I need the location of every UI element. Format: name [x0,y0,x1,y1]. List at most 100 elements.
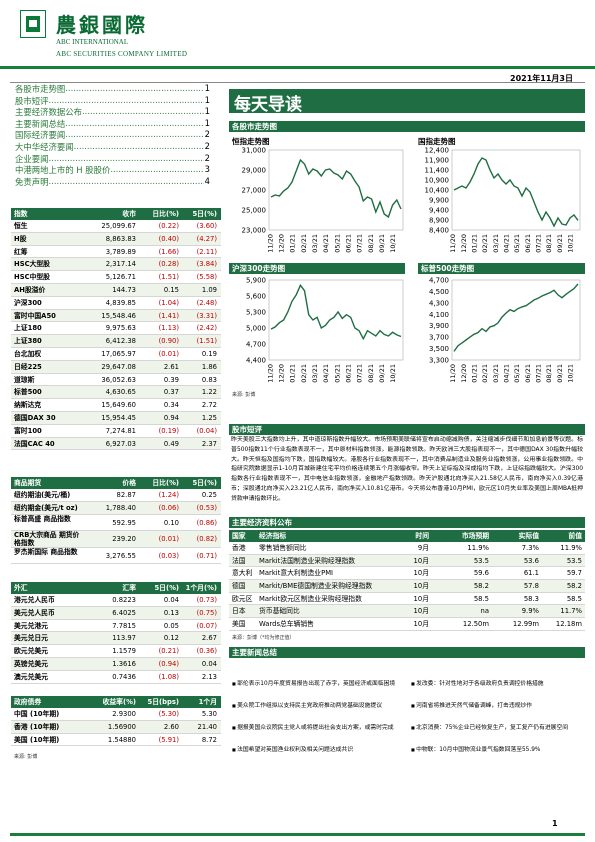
table-row: 标普高盛 商品指数 592.95 0.10 (0.86) [11,515,221,532]
table-row: 法国CAC 40 6,927.03 0.49 2.37 [11,437,221,451]
table-cell: 1.09 [201,285,217,294]
y-tick-label: 29,000 [242,167,267,175]
toc-item[interactable]: 免责声明 4 [15,176,210,188]
commodities-header-cell: 5日(%) [192,479,217,487]
toc-item[interactable]: 主要经济数据公布 1 [15,106,210,118]
news-item[interactable]: 据报美国众议院民主党人或将提出社会支出方案，或需时完成 [232,722,394,731]
table-cell: H股 [14,234,27,243]
news-item[interactable]: 北京消费：75%企业已经恢复生产，复工复产仍有进展空间 [411,722,568,731]
table-row: 上证180 9,975.63 (1.13) (2.42) [11,322,221,336]
news-item[interactable]: 中物联：10月中国物流业景气指数回落至55.9% [411,744,540,753]
table-cell: 0.37 [163,388,179,397]
econ-header-cell: 国家 [232,532,246,540]
toc-item[interactable]: 各股市走势图 1 [15,83,210,95]
table-cell: HSC中型股 [14,273,50,282]
table-cell: (0.75) [196,608,217,617]
table-row: 美国 (10年期) 1.54880 (5.91) 8.72 [11,734,221,747]
table-cell: 标普500 [14,388,42,397]
table-cell: 15,954.45 [101,413,136,422]
company-name-en-line1: ABC INTERNATIONAL [56,38,129,46]
date-divider [10,82,585,83]
x-tick-label: 12/20 [460,364,468,383]
table-cell: (0.01) [158,535,179,544]
table-row: 标普500 4,630.65 0.37 1.22 [11,386,221,400]
table-cell: (0.06) [158,503,179,512]
company-logo [20,10,46,38]
table-row: HSC大型股 2,317.14 (0.28) (3.84) [11,258,221,272]
table-cell: (5.30) [158,710,179,718]
news-item[interactable]: 耶伦表示10月年度贸易报告出现了赤字，英国经济或面临困境 [232,678,395,687]
sp500-chart: 4,700 4,500 4,300 4,100 3,900 3,700 3,500 3,300… [429,277,581,383]
table-cell: 香港 (10年期) [14,722,60,731]
table-cell: 8,863.83 [105,234,136,243]
table-cell: 红筹 [14,247,28,256]
x-tick-label: 08/21 [367,234,375,253]
table-cell: 1.25 [201,413,217,422]
table-cell: 0.7436 [112,672,136,681]
table-cell: (0.90) [158,337,179,346]
x-tick-label: 02/21 [481,364,489,383]
chart-title-hsi: 恒指走势图 [232,137,270,146]
table-cell: 6,927.03 [105,439,136,448]
toc-leader-dots [82,106,204,118]
news-item[interactable]: 发改委：针对性地对于各级政府负责调控价格措施 [411,678,544,687]
table-cell: 0.8223 [112,596,136,604]
table-cell: CRB大宗商品 期货价格指数 [14,531,80,547]
x-tick-label: 03/21 [311,364,319,383]
toc-item[interactable]: 主要新闻总结 1 [15,118,210,130]
table-row: 道琼斯 36,052.63 0.39 0.83 [11,374,221,387]
toc-leader-dots [65,83,203,95]
table-cell: 17,065.97 [101,349,136,358]
y-tick-label: 5,300 [246,309,266,317]
x-tick-label: 05/21 [333,234,341,253]
bonds-header-cell: 1个月(bps) [197,698,217,718]
table-cell: 0.04 [201,659,217,668]
table-cell: (0.40) [158,234,179,243]
table-row: 美元兑日元 113.97 0.12 2.67 [11,632,221,646]
table-cell: 2.61 [163,362,179,371]
table-row: 法国 Markit法国制造业采购经理指数 10月 53.5 53.6 53.5 [229,554,585,568]
y-tick-label: 3,300 [429,357,449,365]
table-cell: 0.49 [163,439,179,448]
table-cell: 10月 [413,607,429,616]
toc-item[interactable]: 大中华经济要闻 2 [15,141,210,153]
toc-item[interactable]: 中港两地上市的 H 股股价 3 [15,164,210,176]
table-cell: 0.94 [163,413,179,422]
hscei-chart: 12,400 11,900 11,400 10,900 10,400 9,900 9,400… [425,147,581,253]
x-tick-label: 09/21 [556,234,564,253]
table-cell: (0.82) [196,535,217,544]
y-tick-label: 11,400 [425,167,450,175]
toc-leader-dots [49,153,204,165]
table-cell: Markit法国制造业采购经理指数 [259,556,356,565]
main-title-bar [229,89,585,113]
table-cell: Wards总车辆销售 [259,620,314,629]
table-cell: 59.6 [473,569,489,578]
table-row: HSC中型股 5,126.71 (1.51) (5.58) [11,271,221,284]
news-item[interactable]: 法国希望对英国渔业权利及相关问题达成共识 [232,744,353,753]
toc-item[interactable]: 股市短评 1 [15,95,210,107]
table-cell: 0.83 [201,375,217,384]
news-item[interactable]: 美众院工作组拟以支持民主党政府推动两党基础设施提议 [232,700,382,709]
x-tick-label: 04/21 [503,234,511,253]
fx-table: 外汇 汇率 5日(%) 1个月(%) 港元兑人民币 0.8223 0.04 (0.73) 美元兑… [11,582,221,684]
x-tick-label: 08/21 [367,364,375,383]
news-item[interactable]: 河南省将推进天然气储备调峰，打击违规炒作 [411,700,532,709]
table-cell: 纽约期金(美元/t oz) [14,503,78,512]
table-row: 美国 Wards总车辆销售 10月 12.50m 12.99m 12.18m [229,618,585,631]
news-section-title: 主要新闻总结 [229,647,585,658]
econ-header-cell: 时间 [415,532,429,540]
y-tick-label: 4,700 [429,277,449,285]
toc-item[interactable]: 国际经济要闻 2 [15,129,210,141]
x-tick-label: 07/21 [356,364,364,383]
table-cell: 德国 [232,582,246,591]
toc-item-page: 2 [204,152,210,163]
table-cell: 意大利 [232,569,253,578]
toc-item-label: 主要经济数据公布 [15,107,82,118]
toc-item[interactable]: 企业要闻 2 [15,153,210,165]
table-cell: 239.20 [112,535,136,544]
table-cell: (0.28) [158,260,179,269]
x-tick-label: 02/21 [300,364,308,383]
table-cell: 零售销售额同比 [259,544,307,552]
x-tick-label: 09/21 [378,364,386,383]
table-cell: 10月 [413,594,429,603]
